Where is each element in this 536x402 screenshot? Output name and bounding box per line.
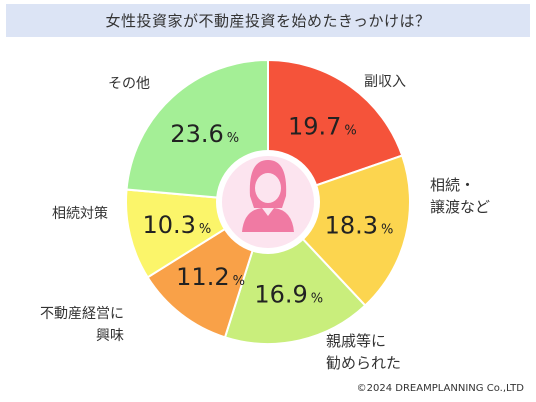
slice-category-label: 親戚等に勧められた (326, 332, 401, 372)
slice-value-label: 10.3% (142, 211, 211, 239)
slice-category-label: 相続・譲渡など (430, 176, 490, 216)
slice-category-label: その他 (108, 76, 150, 92)
slice-value-label: 23.6% (170, 120, 239, 148)
slice-category-label: 相続対策 (52, 205, 108, 222)
slice-value-label: 18.3% (325, 211, 394, 239)
slice-value-label: 11.2% (176, 263, 245, 291)
slice-category-label: 不動産経営に興味 (40, 306, 124, 344)
slice-value-label: 19.7% (288, 113, 357, 141)
chart-title: 女性投資家が不動産投資を始めたきっかけは？ (6, 4, 530, 37)
slice-value-label: 16.9% (254, 280, 323, 308)
value-labels: 19.7 % 18.3 % 16.9 % 11.2 % 10.3 % 23.6% (142, 113, 393, 309)
copyright-text: ©2024 DREAMPLANNING Co.,LTD (356, 383, 524, 394)
woman-avatar-icon (216, 150, 320, 254)
slice-category-label: 副収入 (364, 74, 406, 90)
